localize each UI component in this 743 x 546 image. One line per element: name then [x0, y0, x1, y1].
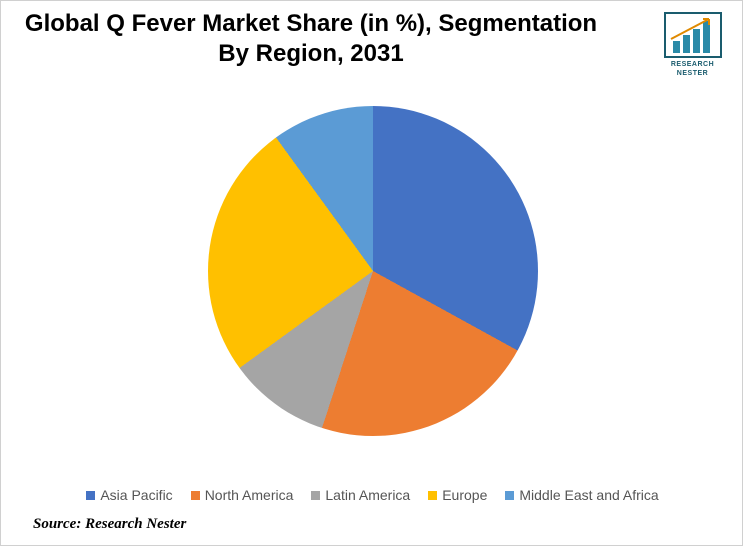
legend-item: Middle East and Africa: [505, 487, 658, 503]
chart-title: Global Q Fever Market Share (in %), Segm…: [11, 9, 611, 69]
legend-swatch: [505, 491, 514, 500]
chart-title-wrap: Global Q Fever Market Share (in %), Segm…: [11, 9, 611, 69]
legend-label: Europe: [442, 487, 487, 503]
legend-swatch: [86, 491, 95, 500]
legend-label: Asia Pacific: [100, 487, 172, 503]
legend-swatch: [191, 491, 200, 500]
logo-icon: [663, 11, 723, 59]
logo-text-top: RESEARCH: [671, 61, 714, 68]
pie-chart-area: [1, 96, 743, 446]
legend-item: North America: [191, 487, 294, 503]
source-attribution: Source: Research Nester: [33, 516, 186, 533]
legend-swatch: [311, 491, 320, 500]
legend-item: Europe: [428, 487, 487, 503]
legend-label: North America: [205, 487, 294, 503]
research-nester-logo: RESEARCH NESTER: [655, 9, 730, 79]
legend-swatch: [428, 491, 437, 500]
logo-text-bottom: NESTER: [677, 70, 708, 77]
pie-chart: [208, 106, 538, 436]
legend: Asia Pacific North America Latin America Eu…: [1, 487, 743, 503]
legend-label: Latin America: [325, 487, 410, 503]
legend-label: Middle East and Africa: [519, 487, 658, 503]
legend-item: Latin America: [311, 487, 410, 503]
legend-item: Asia Pacific: [86, 487, 172, 503]
